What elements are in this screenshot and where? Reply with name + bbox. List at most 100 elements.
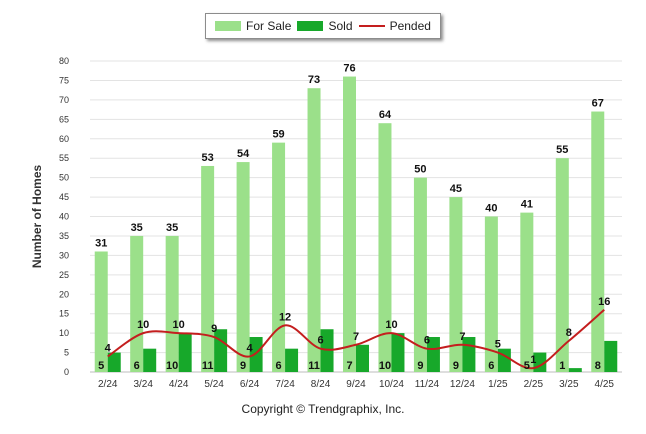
bar-for-sale (165, 235, 179, 372)
data-label-for-sale: 35 (131, 222, 143, 234)
y-tick-label: 55 (59, 153, 69, 163)
legend-swatch-sold (297, 21, 324, 31)
data-label-pended: 10 (137, 319, 149, 331)
bar-sold (568, 368, 582, 372)
data-label-pended: 16 (598, 296, 610, 308)
legend-swatch-for-sale (215, 21, 242, 31)
legend-item-for-sale[interactable]: For Sale (215, 19, 291, 33)
data-label-sold: 9 (453, 360, 459, 372)
legend: For Sale Sold Pended (205, 13, 441, 39)
data-label-sold: 6 (276, 360, 282, 372)
x-tick-label: 3/25 (559, 379, 579, 390)
data-label-sold: 6 (488, 360, 494, 372)
bar-sold (107, 352, 121, 372)
bar-sold (497, 348, 511, 372)
data-label-for-sale: 54 (237, 148, 250, 160)
data-label-for-sale: 41 (521, 199, 533, 211)
bar-for-sale (236, 162, 250, 372)
bar-for-sale (591, 111, 605, 372)
x-tick-label: 5/24 (204, 379, 224, 390)
x-tick-label: 4/25 (595, 379, 615, 390)
x-tick-label: 3/24 (133, 379, 153, 390)
data-label-pended: 12 (279, 311, 291, 323)
data-label-sold: 11 (308, 360, 320, 372)
data-label-for-sale: 64 (379, 109, 392, 121)
data-label-pended: 10 (173, 319, 185, 331)
y-tick-label: 10 (59, 328, 69, 338)
data-label-sold: 9 (417, 360, 423, 372)
y-axis-title: Number of Homes (30, 165, 44, 269)
bar-sold (604, 340, 618, 372)
data-label-pended: 8 (566, 327, 572, 339)
data-label-pended: 9 (211, 323, 217, 335)
x-tick-label: 11/24 (415, 379, 440, 390)
bar-sold (143, 348, 157, 372)
bar-for-sale (307, 88, 321, 373)
copyright-footer: Copyright © Trendgraphix, Inc. (241, 402, 405, 416)
bar-for-sale (484, 216, 498, 372)
bars-for-sale (94, 76, 605, 373)
legend-label-pended: Pended (389, 19, 431, 33)
bar-sold (249, 337, 263, 372)
legend-label-sold: Sold (328, 19, 353, 33)
data-label-pended: 10 (385, 319, 397, 331)
bar-sold (214, 329, 228, 372)
data-label-for-sale: 67 (592, 98, 604, 110)
x-tick-label: 9/24 (346, 379, 366, 390)
data-label-pended: 6 (317, 335, 323, 347)
bar-for-sale (343, 76, 356, 373)
bar-for-sale (520, 212, 534, 372)
y-tick-label: 15 (59, 309, 69, 319)
x-tick-label: 4/24 (169, 379, 189, 390)
y-tick-label: 40 (59, 212, 69, 222)
bar-for-sale (272, 142, 286, 372)
data-label-pended: 5 (495, 339, 501, 351)
data-label-pended: 7 (459, 331, 465, 343)
bar-sold (285, 348, 299, 372)
legend-item-pended[interactable]: Pended (358, 19, 431, 33)
y-tick-label: 0 (64, 367, 69, 377)
data-label-sold: 11 (202, 360, 214, 372)
y-tick-label: 25 (59, 270, 69, 280)
bar-sold (391, 333, 405, 372)
y-tick-label: 20 (59, 289, 69, 299)
x-tick-label: 2/24 (98, 379, 118, 390)
bar-for-sale (449, 197, 463, 372)
data-label-sold: 7 (346, 360, 352, 372)
x-tick-label: 12/24 (450, 379, 475, 390)
data-label-for-sale: 50 (414, 164, 426, 176)
data-label-pended: 6 (424, 335, 430, 347)
data-label-sold: 8 (595, 360, 601, 372)
y-tick-label: 50 (59, 173, 69, 183)
data-label-for-sale: 35 (166, 222, 178, 234)
x-tick-label: 8/24 (311, 379, 331, 390)
bar-for-sale (130, 235, 144, 372)
data-label-for-sale: 73 (308, 74, 320, 86)
bar-for-sale (378, 123, 392, 372)
data-label-sold: 5 (98, 360, 104, 372)
x-tick-label: 7/24 (275, 379, 295, 390)
bar-for-sale (201, 165, 215, 372)
y-tick-label: 35 (59, 231, 69, 241)
y-tick-label: 45 (59, 192, 69, 202)
legend-item-sold[interactable]: Sold (297, 19, 353, 33)
bar-sold (426, 337, 440, 372)
y-tick-label: 5 (64, 348, 69, 358)
y-tick-labels: 0 5 10 15 20 25 30 35 40 45 50 55 60 65 70 75 80 (59, 56, 69, 377)
data-labels: 3154356103510105311954945961273116767764… (95, 63, 610, 372)
y-tick-label: 70 (59, 95, 69, 105)
line-pended (107, 309, 605, 370)
data-label-for-sale: 76 (343, 63, 355, 75)
bar-sold (178, 333, 192, 372)
data-label-for-sale: 59 (272, 129, 284, 141)
data-label-for-sale: 40 (485, 203, 497, 215)
bar-for-sale (94, 251, 108, 372)
x-tick-labels: 2/24 3/24 4/24 5/24 6/24 7/24 8/24 9/24 10/24 11/… (98, 379, 614, 390)
data-label-for-sale: 45 (450, 183, 462, 195)
y-tick-label: 65 (59, 114, 69, 124)
x-tick-label: 1/25 (488, 379, 508, 390)
data-label-for-sale: 55 (556, 144, 568, 156)
data-label-sold: 9 (240, 360, 246, 372)
